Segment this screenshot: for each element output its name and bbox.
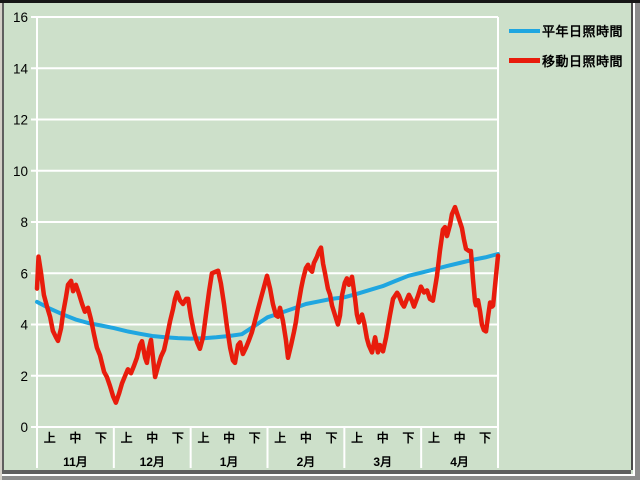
legend-line-red-icon xyxy=(509,58,540,63)
period-label-1-2: 下 xyxy=(172,431,184,445)
period-label-1-0: 上 xyxy=(121,430,133,445)
y-tick-label-12: 12 xyxy=(13,113,28,128)
y-tick-label-8: 8 xyxy=(20,215,28,230)
legend: 平年日照時間 移動日照時間 xyxy=(509,21,623,70)
period-label-1-1: 中 xyxy=(146,430,158,445)
period-label-4-2: 下 xyxy=(402,431,414,445)
month-label-11月: 11月 xyxy=(63,455,88,469)
y-tick-label-4: 4 xyxy=(20,318,28,333)
month-label-1月: 1月 xyxy=(220,455,239,469)
y-tick-label-16: 16 xyxy=(13,10,28,25)
period-label-3-1: 中 xyxy=(300,430,312,445)
period-label-4-1: 中 xyxy=(377,430,389,445)
period-label-5-1: 中 xyxy=(454,430,466,445)
period-label-4-0: 上 xyxy=(351,430,363,445)
period-label-2-2: 下 xyxy=(249,431,261,445)
period-label-0-1: 中 xyxy=(69,430,81,445)
legend-label-moving-sunshine: 移動日照時間 xyxy=(542,54,624,69)
month-label-3月: 3月 xyxy=(373,455,392,469)
period-label-3-0: 上 xyxy=(274,430,286,445)
period-label-2-0: 上 xyxy=(197,430,209,445)
period-label-0-2: 下 xyxy=(95,431,107,445)
y-tick-label-6: 6 xyxy=(20,266,28,281)
legend-label-normal-sunshine: 平年日照時間 xyxy=(542,24,624,39)
series-line-moving-sunshine xyxy=(34,204,501,405)
y-tick-label-0: 0 xyxy=(20,420,28,435)
period-label-5-0: 上 xyxy=(428,430,440,445)
y-tick-label-14: 14 xyxy=(13,61,29,76)
series-line-normal-sunshine xyxy=(35,252,500,341)
period-label-0-0: 上 xyxy=(44,430,56,445)
period-label-2-1: 中 xyxy=(223,430,235,445)
legend-line-blue-icon xyxy=(509,28,540,33)
period-label-5-2: 下 xyxy=(479,431,491,445)
y-tick-label-2: 2 xyxy=(20,369,28,384)
month-label-2月: 2月 xyxy=(297,455,316,469)
legend-item-normal-sunshine: 平年日照時間 xyxy=(509,21,623,40)
legend-item-moving-sunshine: 移動日照時間 xyxy=(509,51,623,70)
y-tick-label-10: 10 xyxy=(13,164,28,179)
month-label-12月: 12月 xyxy=(140,455,165,469)
month-label-4月: 4月 xyxy=(450,455,469,469)
period-label-3-2: 下 xyxy=(326,431,338,445)
